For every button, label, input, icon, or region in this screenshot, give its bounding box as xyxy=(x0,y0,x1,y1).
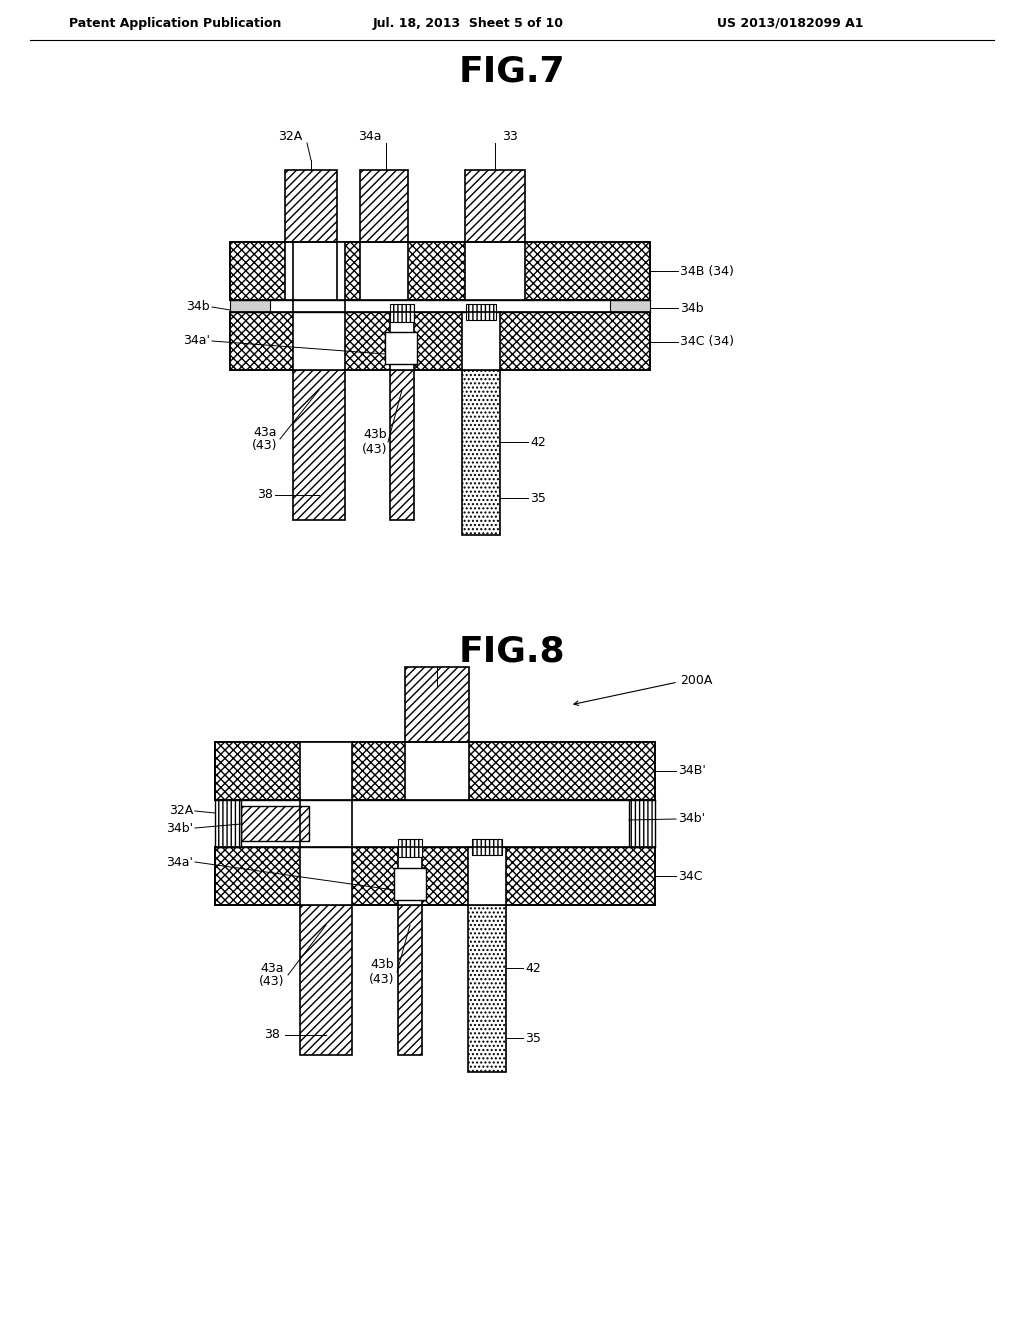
Text: 34C (34): 34C (34) xyxy=(680,335,734,348)
Bar xyxy=(215,742,655,800)
Text: 34C: 34C xyxy=(678,870,702,883)
Bar xyxy=(360,242,408,300)
Text: FIG.8: FIG.8 xyxy=(459,635,565,669)
Bar xyxy=(465,170,525,242)
Bar xyxy=(241,807,309,841)
Bar xyxy=(394,869,426,900)
Bar xyxy=(390,370,414,520)
Bar xyxy=(215,800,655,847)
Text: 43a: 43a xyxy=(260,961,284,974)
Text: Patent Application Publication: Patent Application Publication xyxy=(69,16,282,29)
Bar xyxy=(230,242,650,300)
Text: 43b: 43b xyxy=(364,429,387,441)
Text: 35: 35 xyxy=(530,491,546,504)
Text: 33: 33 xyxy=(429,673,444,686)
Text: 43b: 43b xyxy=(371,958,394,972)
Text: 42: 42 xyxy=(530,436,546,449)
Text: FIG.7: FIG.7 xyxy=(459,55,565,88)
Bar xyxy=(398,840,422,857)
Bar xyxy=(293,242,345,300)
Bar xyxy=(468,906,506,1072)
Bar xyxy=(215,847,655,906)
Bar xyxy=(390,312,414,370)
Text: (43): (43) xyxy=(370,973,394,986)
Text: 35: 35 xyxy=(525,1031,541,1044)
Bar xyxy=(466,304,496,319)
Bar xyxy=(300,742,352,800)
Bar xyxy=(215,742,655,800)
Text: US 2013/0182099 A1: US 2013/0182099 A1 xyxy=(717,16,863,29)
Bar xyxy=(215,800,241,847)
Bar xyxy=(230,242,650,300)
Bar xyxy=(300,800,352,847)
Text: 34b: 34b xyxy=(186,301,210,314)
Bar xyxy=(360,170,408,242)
Text: 34b': 34b' xyxy=(678,813,706,825)
Bar xyxy=(215,847,655,906)
Text: 42: 42 xyxy=(525,961,541,974)
Text: (43): (43) xyxy=(259,975,285,989)
Bar xyxy=(468,847,506,906)
Text: 32A: 32A xyxy=(278,131,302,144)
Bar xyxy=(300,906,352,1055)
Bar xyxy=(398,906,422,1055)
Text: 34B (34): 34B (34) xyxy=(680,264,734,277)
Bar xyxy=(230,312,650,370)
Bar xyxy=(293,312,345,370)
Bar xyxy=(230,300,270,312)
Text: 200A: 200A xyxy=(680,673,713,686)
Text: Jul. 18, 2013  Sheet 5 of 10: Jul. 18, 2013 Sheet 5 of 10 xyxy=(373,16,563,29)
Bar xyxy=(462,312,500,370)
Text: (43): (43) xyxy=(362,442,388,455)
Text: (43): (43) xyxy=(252,440,278,453)
Bar xyxy=(230,312,650,370)
Bar xyxy=(465,242,525,300)
Bar xyxy=(472,840,502,855)
Bar xyxy=(406,667,469,742)
Text: 34b': 34b' xyxy=(166,821,193,834)
Bar xyxy=(285,242,337,300)
Text: 38: 38 xyxy=(257,488,273,502)
Bar xyxy=(390,304,414,322)
Bar xyxy=(398,847,422,906)
Text: 34a': 34a' xyxy=(183,334,210,347)
Bar xyxy=(293,300,345,312)
Text: 33: 33 xyxy=(502,131,518,144)
Text: 32A: 32A xyxy=(169,804,193,817)
Bar xyxy=(385,333,417,364)
Text: 34a': 34a' xyxy=(166,855,193,869)
Bar xyxy=(293,370,345,520)
Bar xyxy=(230,300,650,312)
Text: 34a: 34a xyxy=(358,131,382,144)
Text: 34b: 34b xyxy=(680,301,703,314)
Bar xyxy=(629,800,655,847)
Bar xyxy=(406,742,469,800)
Bar xyxy=(462,370,500,535)
Bar xyxy=(285,170,337,242)
Bar xyxy=(300,847,352,906)
Bar xyxy=(610,300,650,312)
Text: 34B': 34B' xyxy=(678,764,706,777)
Text: 43a: 43a xyxy=(253,425,276,438)
Text: 38: 38 xyxy=(264,1028,280,1041)
